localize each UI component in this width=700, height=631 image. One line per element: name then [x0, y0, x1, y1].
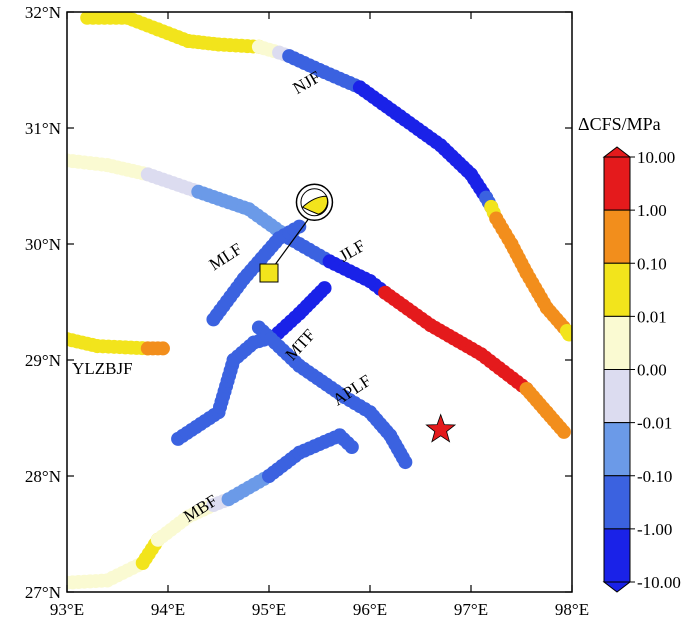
fault-jlf — [67, 153, 571, 439]
colorbar-label: 0.00 — [637, 361, 667, 380]
colorbar-bottom-triangle — [602, 581, 632, 593]
x-tick-label: 93°E — [50, 600, 84, 619]
y-tick-label: 27°N — [25, 583, 61, 602]
colorbar-class — [603, 475, 631, 530]
fault-njf — [80, 12, 572, 342]
fault-mbf — [67, 428, 359, 590]
fault-point — [561, 327, 572, 342]
x-tick-label: 97°E — [454, 600, 488, 619]
colorbar-class — [603, 262, 631, 317]
epicenter-star — [425, 413, 457, 443]
x-tick-label: 95°E — [252, 600, 286, 619]
map-frame — [66, 11, 573, 593]
colorbar-class — [603, 422, 631, 477]
fault-point — [398, 455, 413, 470]
colorbar-label: 10.00 — [637, 148, 675, 167]
fault-point — [317, 281, 332, 296]
colorbar-label: -0.10 — [637, 467, 672, 486]
x-tick-label: 94°E — [151, 600, 185, 619]
colorbar-label: 0.01 — [637, 307, 667, 326]
fault-mtf — [171, 281, 332, 446]
axis-ticks: 93°E 94°E 95°E 96°E 97°E 98°E 27°N 28°N 29°N 30°N… — [25, 3, 589, 619]
colorbar-label: 1.00 — [637, 201, 667, 220]
y-tick-label: 30°N — [25, 235, 61, 254]
colorbar-class — [603, 528, 631, 583]
y-tick-label: 29°N — [25, 351, 61, 370]
y-tick-label: 32°N — [25, 3, 61, 22]
colorbar-label: -1.00 — [637, 520, 672, 539]
fault-point — [556, 424, 571, 439]
colorbar-label: 0.10 — [637, 254, 667, 273]
fault-aplf — [251, 320, 413, 470]
faults-layer — [67, 12, 572, 590]
fault-point — [344, 440, 359, 454]
colorbar-label: -0.01 — [637, 414, 672, 433]
x-tick-label: 98°E — [555, 600, 589, 619]
colorbar-body: 10.00 1.00 0.10 0.01 0.00 -0.01 -0.10 -1.00 -10.… — [602, 146, 681, 593]
station-square — [259, 263, 279, 283]
y-tick-label: 28°N — [25, 467, 61, 486]
fault-label-ylzbjf: YLZBJF — [72, 359, 132, 378]
colorbar-class — [603, 209, 631, 264]
colorbar: ΔCFS/MPa 10.00 1.00 0.10 0.01 0.00 -0.01 -0.10… — [578, 114, 681, 593]
fault-point — [155, 341, 170, 356]
fault-ylzbjf — [67, 332, 170, 356]
colorbar-class — [603, 315, 631, 370]
markers-layer — [259, 183, 457, 443]
colorbar-class — [603, 156, 631, 211]
fault-point — [292, 219, 307, 234]
colorbar-class — [603, 369, 631, 424]
colorbar-title: ΔCFS/MPa — [578, 114, 661, 134]
colorbar-top-triangle — [602, 146, 632, 158]
colorbar-label: -10.00 — [637, 573, 681, 592]
x-tick-label: 96°E — [353, 600, 387, 619]
y-tick-label: 31°N — [25, 119, 61, 138]
focal-mechanism-beachball — [295, 183, 334, 221]
fault-mlf — [206, 219, 307, 327]
